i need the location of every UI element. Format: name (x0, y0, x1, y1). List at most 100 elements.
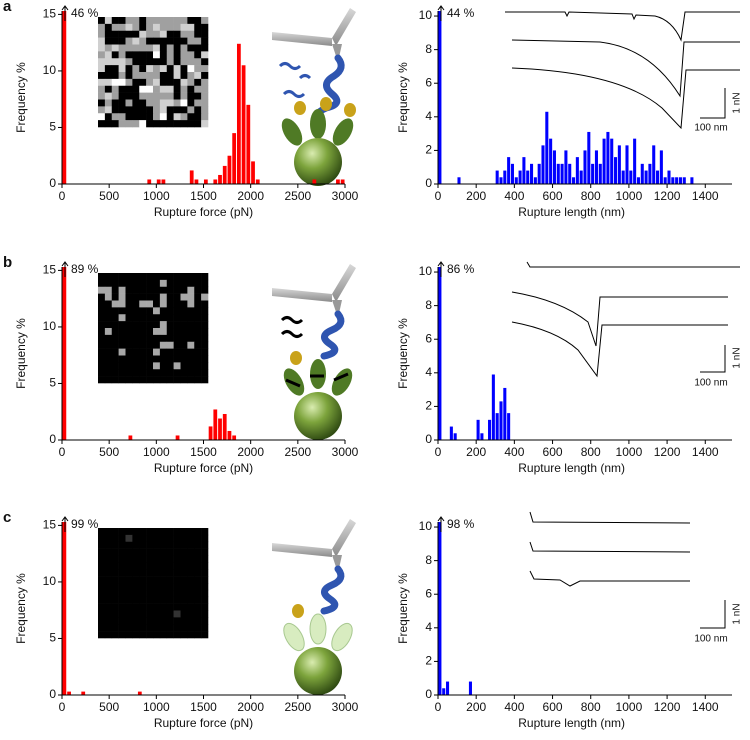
inset-pixel (132, 362, 140, 370)
inset-pixel (180, 589, 188, 598)
inset-pixel (180, 569, 188, 577)
inset-pixel (159, 576, 168, 584)
inset-pixel (139, 362, 147, 370)
inset-pixel (159, 307, 168, 315)
inset-pixel (104, 617, 113, 625)
inset-pixel (125, 85, 133, 93)
inset-pixel (146, 37, 154, 45)
bar (499, 401, 503, 440)
inset-pixel (173, 624, 181, 632)
inset-pixel (111, 37, 119, 45)
inset-pixel (98, 307, 106, 315)
inset-pixel (153, 534, 161, 543)
inset-pixel (173, 376, 181, 384)
inset-pixel (166, 562, 174, 570)
bar (218, 418, 222, 440)
inset-pixel (180, 65, 188, 73)
bar (598, 163, 602, 184)
inset-pixel (118, 44, 126, 52)
inset-pixel (125, 631, 133, 639)
inset-pixel (118, 528, 126, 536)
x-tick-label: 3000 (332, 700, 359, 714)
inset-pixel (146, 58, 154, 66)
inset-pixel (180, 596, 188, 604)
inset-pixel (194, 562, 202, 570)
inset-pixel (118, 113, 126, 121)
inset-pixel (111, 65, 119, 73)
bar (675, 177, 679, 184)
bar (480, 433, 484, 440)
inset-pixel (173, 369, 181, 377)
inset-pixel (111, 562, 119, 570)
inset-pixel (139, 51, 147, 59)
inset-pixel (180, 72, 188, 80)
y-axis-label: Frequency % (396, 62, 410, 133)
inset-pixel (194, 78, 202, 87)
inset-pixel (98, 17, 106, 25)
inset-pixel (187, 631, 195, 639)
y-axis-label: Frequency % (14, 573, 28, 644)
inset-pixel (139, 548, 147, 556)
inset-pixel (146, 78, 154, 87)
inset-pixel (166, 376, 174, 384)
x-tick-label: 500 (99, 189, 119, 203)
scale-force: 1 nN (732, 347, 743, 368)
inset-pixel (194, 576, 202, 584)
inset-pixel (201, 23, 209, 32)
bar (507, 413, 511, 440)
inset-pixel (104, 528, 113, 536)
x-tick-label: 200 (466, 700, 486, 714)
inset-pixel (98, 72, 106, 80)
bar (526, 170, 530, 184)
inset-pixel (118, 624, 126, 632)
inset-pixel (159, 286, 168, 294)
inset-pixel (111, 44, 119, 52)
inset-pixel (166, 341, 174, 349)
inset-pixel (139, 534, 147, 543)
inset-pixel (173, 555, 181, 563)
inset-pixel (139, 583, 147, 591)
inset-pixel (201, 348, 209, 356)
inset-pixel (153, 341, 161, 349)
inset-pixel (187, 348, 195, 356)
inset-pixel (153, 321, 161, 329)
inset-pixel (159, 51, 168, 59)
inset-pixel (139, 78, 147, 87)
inset-pixel (180, 369, 188, 377)
bar (255, 179, 260, 184)
x-tick-label: 400 (504, 445, 524, 459)
annotation: 44 % (447, 6, 475, 20)
inset-pixel (125, 576, 133, 584)
inset-pixel (166, 293, 174, 301)
bar (514, 177, 518, 184)
x-tick-label: 600 (543, 445, 563, 459)
inset-pixel (173, 273, 181, 281)
inset-pixel (146, 617, 154, 625)
y-axis-label: Frequency % (396, 573, 410, 644)
bar (625, 145, 629, 184)
inset-pixel (146, 348, 154, 356)
inset-pixel (159, 624, 168, 632)
x-tick-label: 3000 (332, 189, 359, 203)
inset-pixel (159, 362, 168, 370)
inset-pixel (187, 589, 195, 598)
bar (537, 163, 541, 184)
inset-pixel (104, 300, 113, 308)
inset-pixel (180, 293, 188, 301)
inset-pixel (146, 334, 154, 343)
bar (572, 177, 576, 184)
inset-pixel (146, 30, 154, 38)
inset-pixel (132, 78, 140, 87)
inset-pixel (111, 279, 119, 288)
inset-pixel (125, 58, 133, 66)
inset-pixel (166, 355, 174, 363)
inset-pixel (159, 44, 168, 52)
bar (442, 688, 446, 695)
inset-pixel (187, 17, 195, 25)
inset-pixel (194, 44, 202, 52)
inset-pixel (153, 113, 161, 121)
x-tick-label: 0 (59, 189, 66, 203)
x-tick-label: 1200 (654, 445, 681, 459)
inset-pixel (132, 624, 140, 632)
inset-pixel (187, 78, 195, 87)
